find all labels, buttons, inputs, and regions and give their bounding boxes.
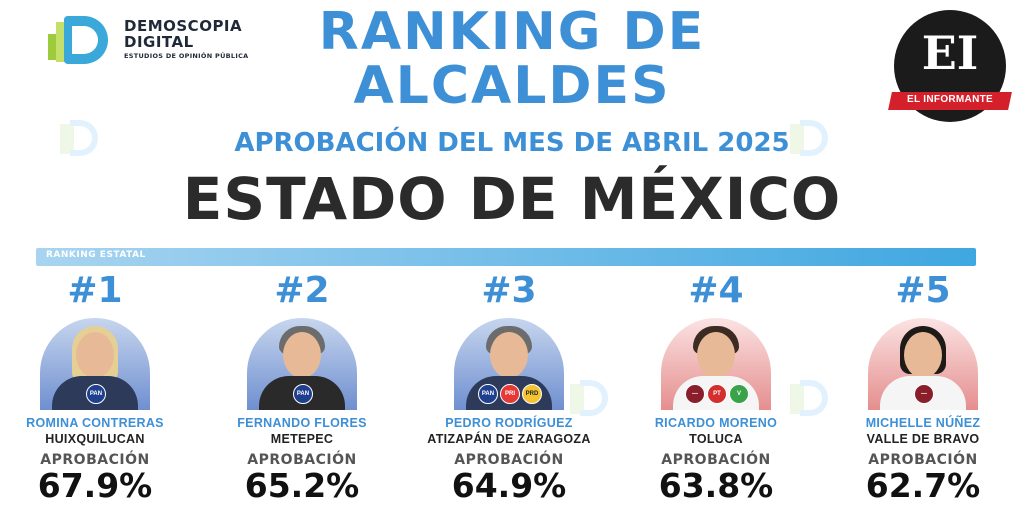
rank-number: #5	[895, 270, 951, 311]
pan-party-icon: PAN	[293, 384, 313, 404]
mayor-name: ROMINA CONTRERAS	[26, 416, 164, 430]
mayor-city: METEPEC	[270, 432, 334, 446]
ranking-bar	[36, 248, 976, 266]
mayor-name: FERNANDO FLORES	[237, 416, 367, 430]
pt-party-icon: PT	[707, 384, 727, 404]
mayor-photo: PAN	[40, 318, 150, 410]
mayor-city: HUIXQUILUCAN	[45, 432, 145, 446]
pri-party-icon: PRI	[500, 384, 520, 404]
approval-label: APROBACIÓN	[40, 452, 150, 468]
rank-number: #4	[688, 270, 744, 311]
mayor-city: VALLE DE BRAVO	[866, 432, 980, 446]
approval-label: APROBACIÓN	[661, 452, 771, 468]
ei-letters: EI	[921, 26, 979, 80]
mayor-name: RICARDO MORENO	[654, 416, 778, 430]
morena-party-icon: —	[685, 384, 705, 404]
mayor-city: TOLUCA	[689, 432, 743, 446]
approval-value: 62.7%	[865, 466, 981, 505]
pan-party-icon: PAN	[86, 384, 106, 404]
morena-party-icon: —	[914, 384, 934, 404]
demoscopia-logo: DEMOSCOPIA DIGITAL ESTUDIOS DE OPINIÓN P…	[46, 12, 248, 66]
approval-value: 67.9%	[37, 466, 153, 505]
state-title: ESTADO DE MÉXICO	[182, 165, 842, 233]
rank-number: #3	[481, 270, 537, 311]
watermark-logo	[790, 120, 830, 156]
mayor-photo: —	[868, 318, 978, 410]
mayor-card-4: #4 — PT V RICARDO MORENO TOLUCA APROBACI…	[616, 268, 816, 506]
rank-number: #1	[67, 270, 123, 311]
rank-number: #2	[274, 270, 330, 311]
approval-value: 65.2%	[244, 466, 360, 505]
prd-party-icon: PRD	[522, 384, 542, 404]
brand-name-line2: DIGITAL	[124, 33, 194, 51]
approval-label: APROBACIÓN	[454, 452, 564, 468]
mayor-name: PEDRO RODRÍGUEZ	[445, 416, 573, 430]
mayor-card-1: #1 PAN ROMINA CONTRERAS HUIXQUILUCAN APR…	[0, 268, 195, 506]
brand-name-line1: DEMOSCOPIA	[124, 17, 243, 35]
verde-party-icon: V	[729, 384, 749, 404]
pan-party-icon: PAN	[478, 384, 498, 404]
approval-value: 63.8%	[658, 466, 774, 505]
approval-label: APROBACIÓN	[247, 452, 357, 468]
mayor-photo: PAN PRI PRD	[454, 318, 564, 410]
demoscopia-mark-icon	[46, 12, 118, 66]
mayor-photo: PAN	[247, 318, 357, 410]
el-informante-logo: EI EL INFORMANTE	[888, 10, 1012, 128]
brand-tagline: ESTUDIOS DE OPINIÓN PÚBLICA	[124, 52, 249, 60]
mayor-card-5: #5 — MICHELLE NÚÑEZ VALLE DE BRAVO APROB…	[823, 268, 1023, 506]
mayor-photo: — PT V	[661, 318, 771, 410]
watermark-logo	[570, 380, 610, 416]
mayor-card-3: #3 PAN PRI PRD PEDRO RODRÍGUEZ ATIZAPÁN …	[409, 268, 609, 506]
publisher-name: EL INFORMANTE	[907, 94, 993, 105]
subtitle: APROBACIÓN DEL MES DE ABRIL 2025	[234, 128, 790, 158]
mayor-name: MICHELLE NÚÑEZ	[865, 416, 981, 430]
ranking-bar-label: RANKING ESTATAL	[46, 250, 146, 260]
approval-value: 64.9%	[451, 466, 567, 505]
mayor-city: ATIZAPÁN DE ZARAGOZA	[427, 432, 591, 446]
mayor-card-2: #2 PAN FERNANDO FLORES METEPEC APROBACIÓ…	[202, 268, 402, 506]
watermark-logo	[790, 380, 830, 416]
approval-label: APROBACIÓN	[868, 452, 978, 468]
watermark-logo	[60, 120, 100, 156]
title-line1: RANKING DE	[318, 2, 706, 62]
title-line2: ALCALDES	[353, 56, 671, 116]
